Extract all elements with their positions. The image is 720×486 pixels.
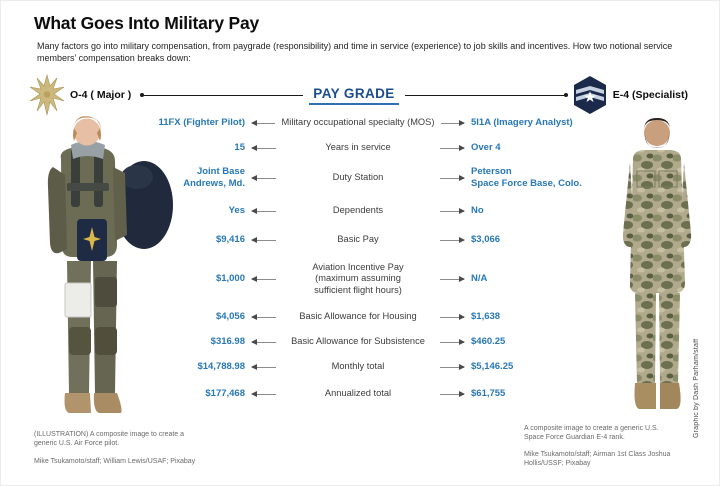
air-force-pilot-photo [47,116,173,413]
space-force-guardian-photo [622,118,692,409]
pay-comparison-table: 11FX (Fighter Pilot) Military occupation… [145,110,601,408]
paygrade-header: O-4 ( Major ) PAY GRADE E-4 (Specialist) [29,73,693,117]
arrow-right-icon [440,390,465,397]
row-label: Military occupational specialty (MOS) [281,117,435,128]
right-value: $1,638 [471,310,501,322]
right-value: $3,066 [471,233,501,245]
left-value: $177,468 [205,387,245,399]
major-oak-leaf-icon [29,74,65,116]
paygrade-title: PAY GRADE [309,86,399,105]
right-value: $61,755 [471,387,506,399]
right-value: No [471,204,484,216]
row-mos: 11FX (Fighter Pilot) Military occupation… [145,110,601,136]
arrow-right-icon [440,144,465,151]
right-value: 5I1A (Imagery Analyst) [471,116,573,128]
row-label: Basic Pay [337,234,379,245]
row-basic-pay: $9,416 Basic Pay $3,066 [145,226,601,254]
arrow-left-icon [251,174,276,181]
row-monthly-total: $14,788.98 Monthly total $5,146.25 [145,354,601,380]
left-value: 11FX (Fighter Pilot) [158,116,245,128]
page-subtitle: Many factors go into military compensati… [37,41,673,63]
right-value: Peterson Space Force Base, Colo. [471,165,582,189]
left-photo-credit: Mike Tsukamoto/staff; William Lewis/USAF… [34,458,196,465]
right-photo-caption: A composite image to create a generic U.… [524,425,659,442]
arrow-right-icon [440,313,465,320]
page-title: What Goes Into Military Pay [34,13,260,33]
row-label: Aviation Incentive Pay (maximum assuming… [312,261,404,295]
row-label: Years in service [325,142,391,153]
left-value: Yes [228,204,245,216]
row-bah: $4,056 Basic Allowance for Housing $1,63… [145,304,601,330]
arrow-left-icon [251,275,276,282]
left-grade-label: O-4 ( Major ) [70,89,132,101]
left-photo-caption: (ILLUSTRATION) A composite image to crea… [34,431,185,448]
row-annualized-total: $177,468 Annualized total $61,755 [145,380,601,408]
row-dependents: Yes Dependents No [145,196,601,226]
row-duty-station: Joint Base Andrews, Md. Duty Station Pet… [145,160,601,196]
arrow-left-icon [251,236,276,243]
arrow-left-icon [251,119,275,126]
arrow-right-icon [440,363,465,370]
left-value: $1,000 [215,272,245,284]
arrow-right-icon [441,119,465,126]
arrow-left-icon [251,144,276,151]
left-value: $14,788.98 [197,360,245,372]
arrow-right-icon [440,275,465,282]
right-value: N/A [471,272,488,284]
specialist4-hexagon-icon [573,76,606,114]
right-grade-label: E-4 (Specialist) [612,89,688,101]
header-line-left [140,93,304,97]
arrow-right-icon [440,207,465,214]
row-label: Basic Allowance for Housing [299,311,417,322]
row-bas: $316.98 Basic Allowance for Subsistence … [145,330,601,354]
arrow-left-icon [251,313,276,320]
right-value: Over 4 [471,141,501,153]
arrow-left-icon [251,363,276,370]
header-line-right [404,93,568,97]
left-value: $9,416 [215,233,245,245]
left-value: $316.98 [210,335,245,347]
row-years: 15 Years in service Over 4 [145,136,601,160]
right-photo-credit: Mike Tsukamoto/staff; Airman 1st Class J… [524,451,671,468]
arrow-right-icon [440,174,465,181]
row-label: Basic Allowance for Subsistence [291,336,425,347]
row-label: Duty Station [332,172,384,183]
left-value: $4,056 [215,310,245,322]
row-label: Dependents [332,205,384,216]
right-value: $460.25 [471,335,506,347]
row-label: Monthly total [331,361,385,372]
left-value: 15 [234,141,245,153]
arrow-right-icon [440,338,465,345]
arrow-left-icon [251,390,276,397]
row-aviation-incentive: $1,000 Aviation Incentive Pay (maximum a… [145,254,601,304]
arrow-left-icon [251,207,276,214]
graphic-byline: Graphic by Dash Parham/staff [693,338,700,438]
left-value: Joint Base Andrews, Md. [183,165,245,189]
arrow-right-icon [440,236,465,243]
right-value: $5,146.25 [471,360,514,372]
row-label: Annualized total [324,388,392,399]
arrow-left-icon [251,338,276,345]
